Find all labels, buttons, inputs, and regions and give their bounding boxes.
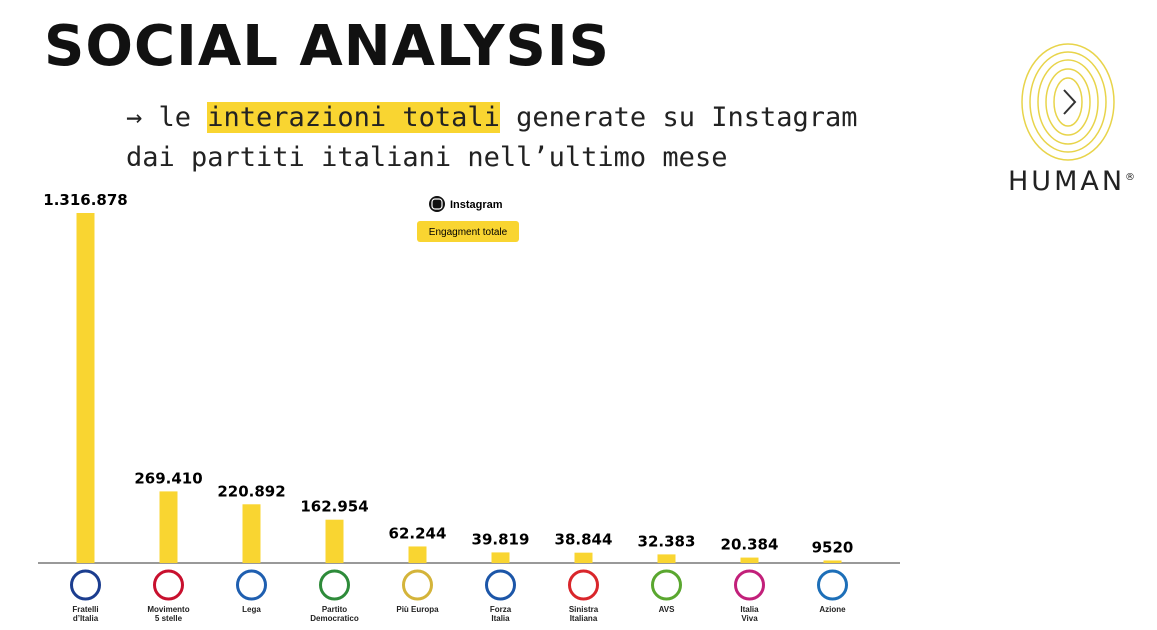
- bar: [823, 560, 842, 563]
- instagram-icon-glyph: [431, 198, 443, 210]
- subtitle-text: generate su Instagram dai partiti italia…: [126, 102, 858, 173]
- bar: [159, 491, 178, 563]
- bar: [325, 519, 344, 563]
- bar: [657, 554, 676, 563]
- logo-fingerprint: [1021, 43, 1115, 161]
- subtitle: → le interazioni totali generate su Inst…: [126, 98, 858, 178]
- legend-metric: Engagment totale: [429, 227, 508, 238]
- category-label: Partito Democratico: [310, 605, 359, 623]
- party-logo: [153, 569, 184, 601]
- value-label: 1.316.878: [43, 191, 127, 209]
- bar: [740, 557, 759, 563]
- legend-platform: Instagram: [450, 199, 503, 211]
- party-logo: [734, 569, 765, 601]
- category-label: Sinistra Italiana: [568, 605, 599, 623]
- logo-name: HUMAN: [1008, 166, 1126, 197]
- bar: [408, 546, 427, 563]
- party-logo: [485, 569, 516, 601]
- value-label: 62.244: [389, 524, 447, 542]
- category-label: Movimento 5 stelle: [147, 605, 190, 623]
- bar: [574, 552, 593, 563]
- logo-mark: ®: [1125, 172, 1136, 183]
- value-label: 162.954: [300, 498, 368, 516]
- category-label: Lega: [242, 605, 261, 614]
- bar: [76, 213, 95, 563]
- value-label: 269.410: [134, 469, 202, 487]
- category-label: Forza Italia: [489, 605, 512, 623]
- logo: HUMAN®: [1008, 166, 1135, 197]
- value-label: 38.844: [555, 531, 613, 549]
- legend-metric-box: [417, 221, 519, 242]
- category-label: Più Europa: [396, 605, 439, 614]
- subtitle-text: → le: [126, 102, 208, 133]
- value-label: 39.819: [472, 530, 530, 548]
- value-label: 220.892: [217, 482, 285, 500]
- party-logo: [236, 569, 267, 601]
- party-logo: [651, 569, 682, 601]
- bar: [242, 504, 261, 563]
- party-logo: [319, 569, 350, 601]
- subtitle-highlight: interazioni totali: [207, 102, 500, 133]
- party-logo: [402, 569, 433, 601]
- value-label: 9520: [812, 538, 854, 556]
- value-label: 20.384: [721, 536, 779, 554]
- category-label: AVS: [658, 605, 675, 614]
- category-label: Fratelli d’Italia: [72, 605, 99, 623]
- title: SOCIAL ANALYSIS: [44, 14, 610, 79]
- value-label: 32.383: [638, 532, 696, 550]
- party-logo: [817, 569, 848, 601]
- category-label: Italia Viva: [740, 605, 759, 623]
- party-logo: [568, 569, 599, 601]
- bar: [491, 552, 510, 563]
- party-logo: [70, 569, 101, 601]
- category-label: Azione: [819, 605, 846, 614]
